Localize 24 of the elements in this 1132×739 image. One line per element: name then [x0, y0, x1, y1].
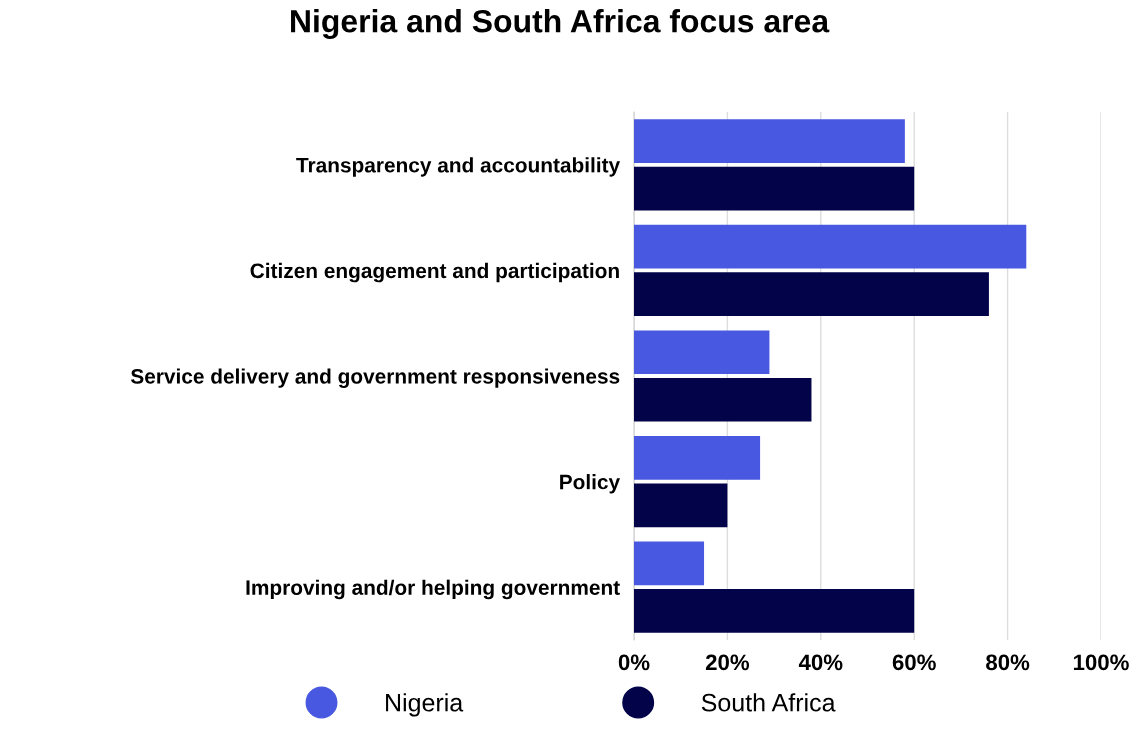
x-tick-label: 80% — [986, 654, 1030, 671]
x-tick-label: 40% — [798, 654, 843, 671]
bar — [634, 224, 1027, 269]
y-tick-label: Service delivery and government responsiveness — [130, 368, 620, 388]
bar — [634, 272, 989, 317]
bar — [634, 377, 812, 422]
y-tick-label: Policy — [560, 474, 620, 494]
legend-label: Nigeria — [386, 693, 464, 717]
bar — [634, 589, 915, 633]
x-tick-label: 100% — [1073, 654, 1129, 671]
x-tick-label: 60% — [892, 654, 936, 671]
legend-label: South Africa — [701, 693, 836, 712]
y-tick-label: Citizen engagement and participation — [250, 262, 619, 283]
x-tick-label: 20% — [705, 654, 750, 671]
bar — [634, 330, 770, 375]
bar — [634, 483, 728, 528]
bar — [634, 435, 761, 480]
y-tick-label: Transparency and accountability — [296, 157, 621, 177]
bar — [634, 119, 905, 163]
chart-title: Nigeria and South Africa focus area — [291, 9, 830, 39]
y-tick-label: Improving and/or helping government — [246, 579, 620, 600]
bar — [634, 166, 915, 211]
x-tick-label: 0% — [618, 654, 650, 671]
bar — [634, 541, 705, 586]
